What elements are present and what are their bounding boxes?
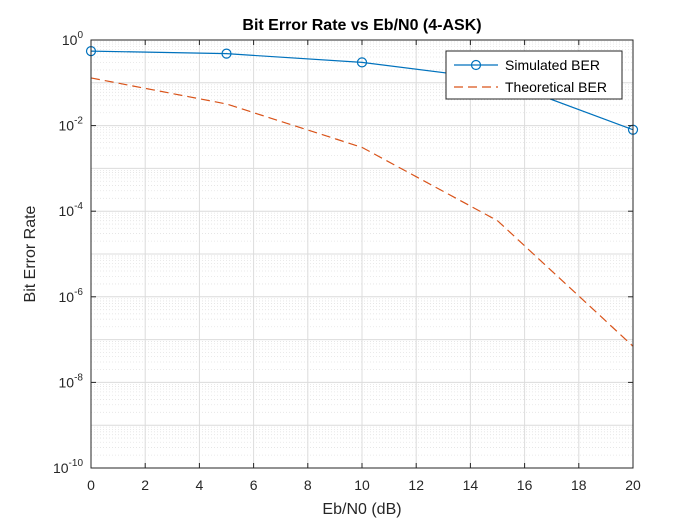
y-tick-label: 10-10 bbox=[53, 458, 83, 476]
x-axis-label: Eb/N0 (dB) bbox=[322, 501, 401, 518]
y-axis-label: Bit Error Rate bbox=[22, 205, 39, 302]
x-tick-label: 14 bbox=[463, 477, 479, 493]
legend-label-2: Theoretical BER bbox=[505, 79, 607, 95]
y-tick-label: 10-8 bbox=[59, 372, 84, 390]
y-tick-exponent: -6 bbox=[74, 287, 83, 298]
x-tick-label: 18 bbox=[571, 477, 587, 493]
x-tick-label: 0 bbox=[87, 477, 95, 493]
data-point bbox=[221, 48, 232, 59]
legend[interactable]: Simulated BER Theoretical BER bbox=[445, 50, 623, 100]
y-tick-base: 10 bbox=[59, 118, 75, 134]
y-tick-base: 10 bbox=[59, 203, 75, 219]
chart-title: Bit Error Rate vs Eb/N0 (4-ASK) bbox=[242, 17, 481, 34]
y-tick-label: 10-6 bbox=[59, 287, 84, 305]
x-tick-label: 20 bbox=[625, 477, 641, 493]
x-tick-label: 16 bbox=[517, 477, 533, 493]
y-tick-base: 10 bbox=[59, 289, 75, 305]
legend-box bbox=[445, 50, 623, 100]
y-tick-label: 10-2 bbox=[59, 116, 84, 134]
y-tick-exponent: -8 bbox=[74, 372, 83, 383]
legend-marker-1 bbox=[470, 59, 482, 71]
y-tick-exponent: -4 bbox=[74, 201, 83, 212]
axes bbox=[90, 39, 634, 469]
x-tick-label: 8 bbox=[304, 477, 312, 493]
y-tick-label: 100 bbox=[62, 30, 84, 48]
y-tick-exponent: -2 bbox=[74, 116, 83, 127]
y-tick-base: 10 bbox=[53, 460, 69, 476]
y-tick-base: 10 bbox=[62, 32, 78, 48]
tick-labels: 0 2 4 6 8 10 12 14 16 18 2010010-210-410-610-810-1… bbox=[53, 30, 641, 493]
x-tick-label: 12 bbox=[408, 477, 424, 493]
y-tick-base: 10 bbox=[59, 374, 75, 390]
data-point bbox=[356, 57, 368, 68]
y-tick-label: 10-4 bbox=[59, 201, 84, 219]
y-tick-exponent: -10 bbox=[69, 458, 84, 469]
x-tick-label: 6 bbox=[250, 477, 258, 493]
x-tick-label: 10 bbox=[354, 477, 370, 493]
x-tick-label: 2 bbox=[141, 477, 149, 493]
y-tick-exponent: 0 bbox=[77, 30, 83, 41]
series-line-2 bbox=[90, 77, 634, 347]
x-tick-label: 4 bbox=[196, 477, 204, 493]
legend-label-1: Simulated BER bbox=[505, 57, 600, 73]
